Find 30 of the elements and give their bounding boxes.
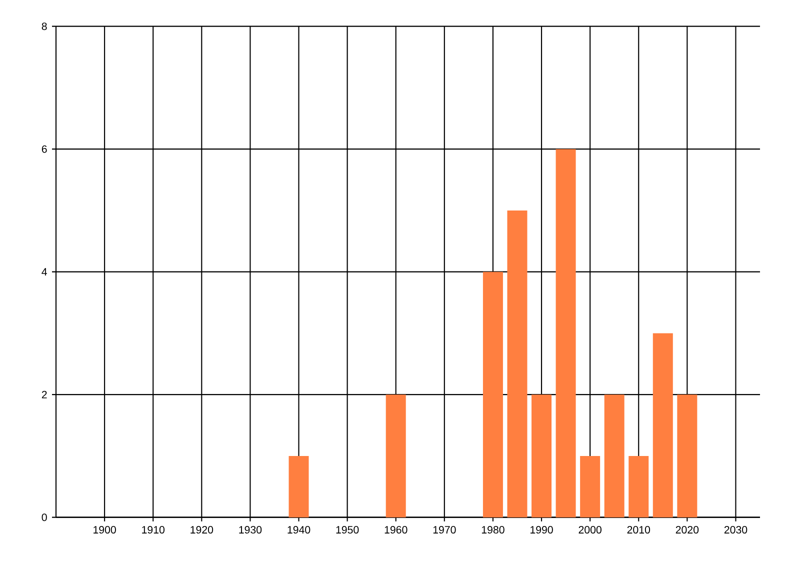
- y-tick-label: 8: [42, 22, 47, 30]
- x-tick-label: 1960: [384, 526, 408, 534]
- x-tick-label: 1920: [190, 526, 214, 534]
- bar: [532, 394, 552, 518]
- x-tick-label: 2020: [676, 526, 699, 534]
- bar: [507, 210, 528, 518]
- x-tick-label: 1900: [94, 526, 116, 534]
- y-tick-label: 0: [42, 514, 47, 522]
- bar: [580, 456, 600, 518]
- x-tick-label: 2010: [627, 526, 650, 534]
- x-tick-label: 2000: [578, 526, 602, 534]
- bar: [288, 456, 309, 518]
- bar: [556, 149, 576, 518]
- x-tick-label: 1980: [482, 526, 504, 534]
- x-tick-label: 2030: [724, 526, 748, 534]
- y-tick-label: 2: [42, 390, 47, 398]
- x-tick-label: 1910: [142, 526, 165, 534]
- x-tick-label: 1950: [336, 526, 359, 534]
- y-tick-label: 4: [42, 268, 47, 276]
- bar: [628, 456, 649, 518]
- y-tick-label: 6: [42, 145, 47, 153]
- x-tick-label: 1990: [530, 526, 553, 534]
- bar: [652, 333, 673, 518]
- bar: [482, 272, 503, 518]
- x-tick-label: 1970: [433, 526, 456, 534]
- x-tick-label: 1930: [239, 526, 262, 534]
- x-tick-label: 1940: [288, 526, 310, 534]
- bar: [386, 394, 406, 518]
- bar: [604, 394, 624, 518]
- bar: [677, 394, 698, 518]
